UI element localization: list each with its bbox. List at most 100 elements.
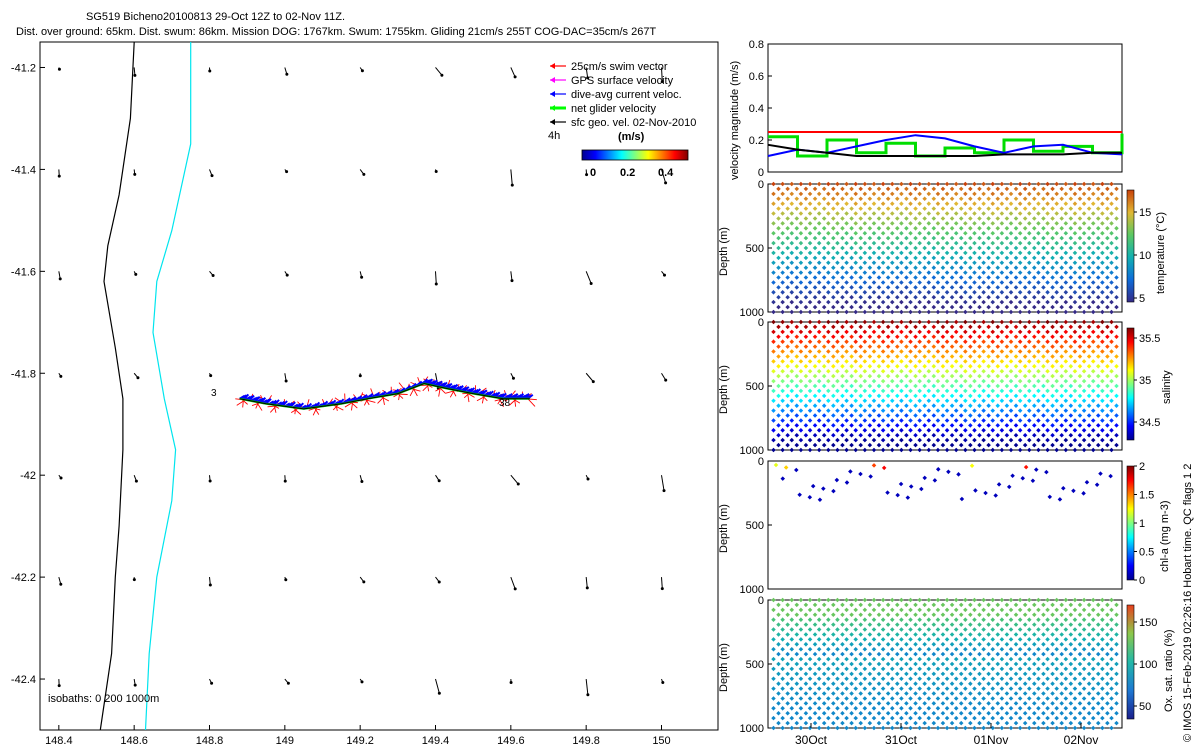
- dive-point: [917, 597, 922, 603]
- time-x-tick-label: 02Nov: [1064, 733, 1099, 747]
- dive-point: [986, 691, 991, 696]
- dive-point: [972, 319, 977, 325]
- dive-point: [1095, 720, 1101, 726]
- dive-point: [1013, 206, 1019, 211]
- surface-velocity-vectors: [57, 67, 668, 697]
- dive-point: [889, 686, 895, 691]
- dive-point: [1032, 622, 1037, 627]
- dive-point: [990, 211, 996, 216]
- dive-point: [885, 681, 891, 686]
- dive-point: [990, 191, 996, 197]
- dive-point: [953, 329, 959, 335]
- dive-point: [880, 428, 886, 433]
- dive-point: [1105, 642, 1110, 647]
- dive-point: [963, 437, 968, 443]
- time-x-tick-label: 31Oct: [885, 733, 918, 747]
- dive-point: [1022, 245, 1028, 251]
- chla-point: [817, 497, 823, 503]
- dive-point: [771, 388, 776, 394]
- map-y-tick-label: -42.2: [11, 572, 36, 584]
- dive-point: [840, 612, 845, 618]
- dive-point: [880, 656, 886, 662]
- dive-point: [1027, 319, 1032, 325]
- dive-point: [1086, 651, 1092, 657]
- dive-point: [1086, 622, 1092, 627]
- dive-point: [844, 627, 849, 632]
- dive-point: [849, 324, 854, 330]
- dive-point: [771, 607, 776, 613]
- dive-point: [803, 602, 809, 608]
- dive-point: [807, 637, 813, 642]
- dive-point: [953, 686, 959, 691]
- dive-point: [995, 681, 1001, 686]
- dive-point: [1050, 206, 1055, 211]
- dive-point: [867, 701, 873, 706]
- dive-point: [880, 437, 886, 443]
- dive-point: [1004, 671, 1010, 677]
- sfc-vector-head: [664, 378, 668, 382]
- dive-point: [789, 378, 795, 384]
- dive-point: [853, 270, 858, 275]
- dive-point: [1105, 393, 1110, 399]
- dive-point: [1004, 651, 1010, 657]
- dive-point: [889, 627, 895, 632]
- swim-vector: [452, 389, 457, 397]
- dive-point: [999, 447, 1005, 453]
- dive-point: [807, 408, 813, 413]
- dive-point: [798, 408, 804, 413]
- dive-point: [1100, 319, 1105, 325]
- dive-point: [821, 691, 827, 696]
- dive-point: [1059, 364, 1064, 369]
- map-y-ticks: -41.2-41.4-41.6-41.8-42-42.2-42.4: [11, 62, 45, 686]
- dive-point: [1095, 383, 1101, 389]
- dive-point: [789, 260, 795, 266]
- dive-point: [1059, 622, 1064, 627]
- dive-point: [871, 319, 877, 325]
- dive-point: [1095, 206, 1101, 211]
- dive-point: [972, 637, 977, 642]
- dive-point: [949, 413, 955, 418]
- dive-point: [913, 423, 918, 428]
- dive-point: [853, 378, 858, 384]
- dive-point: [807, 339, 813, 344]
- dive-point: [1008, 221, 1014, 226]
- dive-point: [1077, 344, 1083, 349]
- dive-point: [940, 671, 946, 677]
- dive-point: [862, 676, 868, 682]
- dive-point: [812, 661, 818, 667]
- dive-point: [1050, 294, 1055, 300]
- dive-point: [1041, 393, 1046, 399]
- dive-point: [894, 691, 900, 696]
- dive-point: [940, 226, 946, 231]
- dive-point: [1114, 354, 1119, 359]
- dive-point: [968, 186, 973, 192]
- dive-point: [807, 388, 813, 394]
- colorbar-tick-label: 150: [1139, 617, 1157, 629]
- dive-point: [885, 383, 891, 389]
- dive-point: [968, 612, 973, 618]
- dive-point: [1063, 309, 1069, 315]
- dive-point: [958, 334, 964, 340]
- dive-point: [904, 681, 909, 686]
- dive-point: [862, 280, 868, 285]
- dive-point: [894, 294, 900, 300]
- dive-point: [1072, 696, 1078, 701]
- dive-point: [807, 329, 813, 335]
- dive-point: [931, 226, 937, 231]
- dive-point: [789, 290, 795, 295]
- chla-point: [946, 469, 951, 475]
- dive-point: [949, 245, 955, 251]
- dive-point: [871, 597, 877, 603]
- dive-point: [1054, 666, 1059, 672]
- dive-point: [780, 211, 785, 216]
- dive-point: [807, 656, 813, 662]
- dive-point: [990, 388, 996, 394]
- dive-point: [803, 235, 809, 241]
- dive-point: [858, 206, 863, 211]
- dive-point: [780, 240, 785, 246]
- dive-point: [1081, 666, 1087, 672]
- dive-point: [1036, 201, 1041, 206]
- dive-point: [1105, 344, 1110, 349]
- dive-point: [803, 354, 809, 359]
- dive-point: [1105, 383, 1110, 389]
